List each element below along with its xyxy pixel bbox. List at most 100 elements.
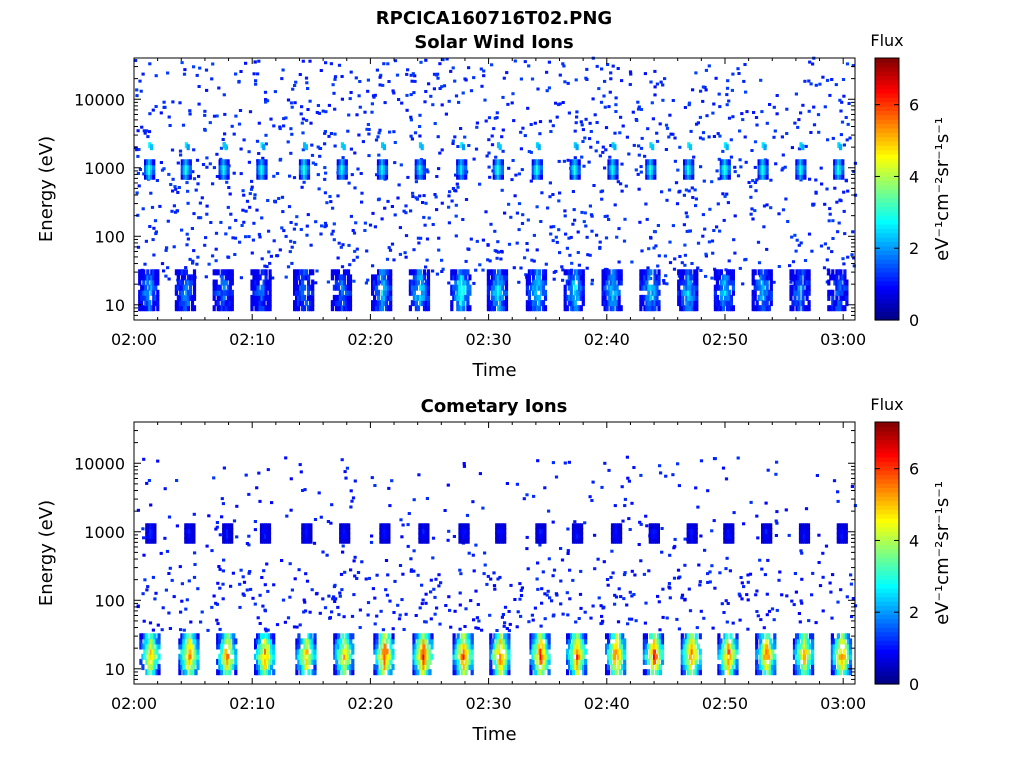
spectrogram-cell xyxy=(297,658,301,665)
spectrogram-cell xyxy=(468,664,472,671)
spectrogram-cell xyxy=(560,265,564,269)
spectrogram-cell xyxy=(704,88,708,92)
spectrogram-cell xyxy=(176,300,180,307)
spectrogram-cell xyxy=(399,518,403,522)
spectrogram-cell xyxy=(831,136,835,140)
spectrogram-cell xyxy=(538,132,542,136)
spectrogram-cell xyxy=(264,98,268,101)
spectrogram-cell xyxy=(323,221,328,225)
spectrogram-cell xyxy=(569,305,573,312)
spectrogram-cell xyxy=(319,515,323,519)
spectrogram-cell xyxy=(486,258,490,262)
spectrogram-cell xyxy=(576,230,580,234)
spectrogram-cell xyxy=(582,643,586,650)
spectrogram-cell xyxy=(412,633,416,640)
spectrogram-cell xyxy=(686,523,690,530)
spectrogram-cell xyxy=(262,300,266,307)
spectrogram-cell xyxy=(333,132,337,136)
spectrogram-cell xyxy=(342,305,347,312)
spectrogram-cell xyxy=(258,173,262,180)
spectrogram-cell xyxy=(767,289,771,296)
spectrogram-cell xyxy=(153,537,157,544)
spectrogram-cell xyxy=(803,159,807,166)
spectrogram-cell xyxy=(535,577,539,581)
spectrogram-cell xyxy=(546,589,550,593)
spectrogram-cell xyxy=(571,578,575,582)
spectrogram-cell xyxy=(462,269,466,276)
spectrogram-cell xyxy=(604,126,609,130)
spectrogram-cell xyxy=(577,269,581,276)
spectrogram-cell xyxy=(412,638,416,645)
spectrogram-cell xyxy=(332,269,336,276)
spectrogram-cell xyxy=(331,597,335,601)
spectrogram-cell xyxy=(154,300,158,307)
spectrogram-cell xyxy=(610,528,615,535)
spectrogram-cell xyxy=(531,159,535,166)
spectrogram-cell xyxy=(668,261,673,265)
spectrogram-cell xyxy=(605,274,609,281)
spectrogram-cell xyxy=(645,164,649,171)
spectrogram-cell xyxy=(489,658,493,665)
spectrogram-cell xyxy=(660,658,665,665)
spectrogram-cell xyxy=(180,643,184,650)
spectrogram-cell xyxy=(145,669,149,676)
spectrogram-cell xyxy=(503,621,507,625)
spectrogram-cell xyxy=(214,527,218,531)
spectrogram-cell xyxy=(679,274,683,281)
spectrogram-cell xyxy=(257,121,261,125)
spectrogram-cell xyxy=(234,669,238,676)
spectrogram-cell xyxy=(266,305,270,312)
spectrogram-cell xyxy=(505,71,509,75)
spectrogram-cell xyxy=(150,173,154,180)
spectrogram-cell xyxy=(305,274,309,281)
spectrogram-cell xyxy=(620,189,624,193)
spectrogram-cell xyxy=(496,269,501,276)
spectrogram-cell xyxy=(340,305,344,312)
spectrogram-cell xyxy=(406,523,410,527)
spectrogram-cell xyxy=(702,179,706,183)
spectrogram-cell xyxy=(500,168,504,175)
spectrogram-cell xyxy=(424,265,428,269)
spectrogram-cell xyxy=(493,229,497,233)
spectrogram-cell xyxy=(603,305,607,312)
spectrogram-cell xyxy=(525,242,529,245)
spectrogram-cell xyxy=(222,532,226,539)
spectrogram-cell xyxy=(701,137,705,141)
spectrogram-cell xyxy=(598,154,602,158)
spectrogram-cell xyxy=(383,101,387,105)
spectrogram-cell xyxy=(539,164,543,171)
spectrogram-cell xyxy=(605,305,609,312)
spectrogram-cell xyxy=(684,633,688,640)
spectrogram-cell xyxy=(729,155,733,159)
spectrogram-cell xyxy=(756,536,760,540)
spectrogram-cell xyxy=(222,279,226,286)
spectrogram-cell xyxy=(412,248,416,252)
spectrogram-cell xyxy=(761,300,765,307)
spectrogram-cell xyxy=(725,173,729,180)
spectrogram-cell xyxy=(810,249,814,253)
spectrogram-cell xyxy=(218,627,222,631)
spectrogram-cell xyxy=(333,664,337,671)
spectrogram-cell xyxy=(389,638,393,645)
spectrogram-cell xyxy=(440,85,444,89)
spectrogram-cell xyxy=(464,607,468,611)
spectrogram-cell xyxy=(569,173,573,180)
spectrogram-cell xyxy=(829,305,833,312)
spectrogram-cell xyxy=(466,300,470,307)
spectrogram-cell xyxy=(341,544,345,548)
spectrogram-cell xyxy=(471,553,475,557)
spectrogram-cell xyxy=(297,633,301,640)
spectrogram-cell xyxy=(226,274,230,281)
spectrogram-cell xyxy=(341,243,345,247)
spectrogram-cell xyxy=(170,148,175,152)
spectrogram-cell xyxy=(613,131,617,135)
spectrogram-cell xyxy=(303,142,307,149)
spectrogram-cell xyxy=(533,643,537,650)
spectrogram-cell xyxy=(342,284,347,291)
spectrogram-cell xyxy=(381,289,385,296)
spectrogram-cell xyxy=(273,199,277,203)
spectrogram-cell xyxy=(224,633,228,640)
spectrogram-cell xyxy=(649,305,653,312)
spectrogram-cell xyxy=(623,664,627,671)
spectrogram-cell xyxy=(841,294,845,301)
